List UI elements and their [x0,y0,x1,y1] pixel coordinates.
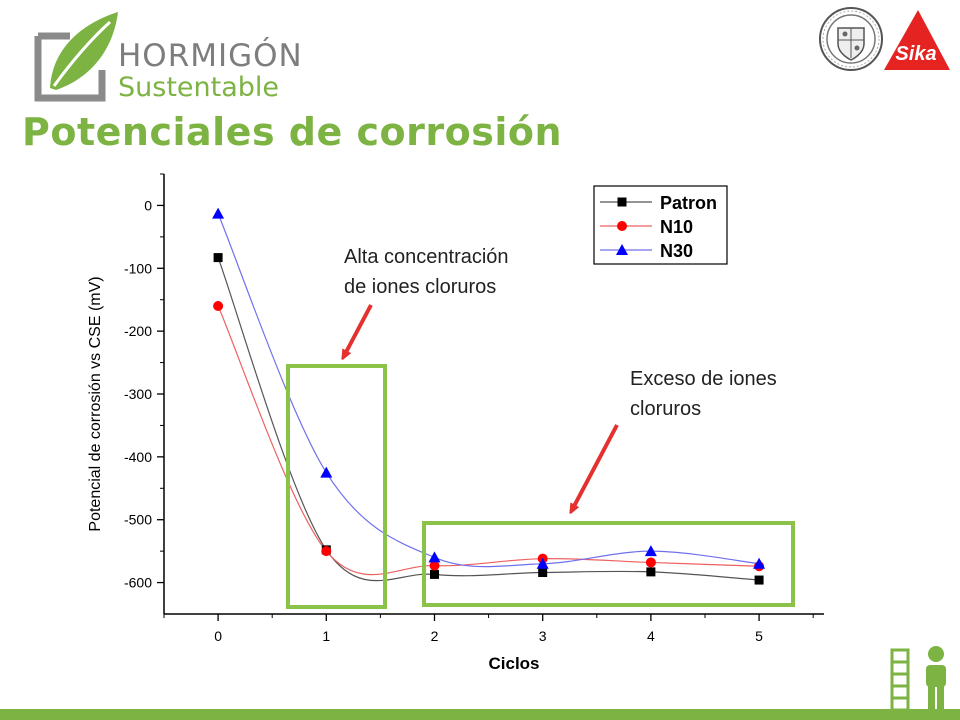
series-line-n10 [217,305,760,576]
annotation-1-line1: Alta concentración [344,246,509,268]
data-point-n30 [320,466,333,478]
data-point-n10 [321,546,332,557]
x-tick-label: 5 [755,628,763,644]
legend-marker-patron [617,197,627,207]
hormigon-sustentable-logo-icon [34,12,118,102]
legend-marker-n30 [616,244,628,255]
chart-markers [212,207,766,585]
data-point-n30 [428,551,441,563]
legend-frame [593,185,728,265]
y-tick-label: -600 [124,575,152,591]
y-tick-label: -100 [124,260,152,276]
data-point-patron [646,567,656,577]
data-point-n30 [536,557,549,569]
y-tick-label: 0 [144,197,152,213]
x-tick-label: 0 [214,628,222,644]
chart-axes: 0 -100 -200 -300 -400 -500 -600 0 1 2 3 4 5 [124,173,824,644]
slide-title: Potenciales de corrosión [22,110,563,154]
annotation-arrow-1 [344,304,373,356]
y-tick-label: -400 [124,449,152,465]
data-point-n30 [753,557,766,569]
footer-bar [0,709,960,720]
data-point-patron [429,569,439,579]
data-point-n30 [212,207,225,219]
y-tick-label: -300 [124,386,152,402]
x-axis-label: Ciclos [488,654,539,673]
annotation-arrow-2 [572,424,619,510]
sika-logo-text: Sika [895,43,936,65]
university-seal-icon [819,7,883,71]
legend-label-n30: N30 [660,241,693,261]
legend-label-n10: N10 [660,217,693,237]
building-person-icon [890,646,946,712]
brand-name-line1: HORMIGÓN [118,38,303,74]
data-point-n10 [645,557,656,568]
data-point-patron [754,575,764,585]
x-tick-label: 1 [322,628,330,644]
x-tick-label: 3 [539,628,547,644]
y-axis-label: Potencial de corrosión vs CSE (mV) [87,276,104,531]
brand-name-line2: Sustentable [118,72,280,103]
chart-legend: Patron N10 N30 [593,185,728,265]
data-point-patron [538,568,548,578]
data-point-n30 [644,545,657,557]
annotation-1-line2: de iones cloruros [344,276,496,298]
highlight-box-cycles-2-5 [422,521,795,607]
sika-logo-icon: Sika [884,10,950,70]
x-tick-label: 4 [647,628,655,644]
highlight-box-cycle-1 [286,364,387,609]
annotation-2-line2: cloruros [630,398,701,420]
data-point-n10 [429,560,440,571]
legend-marker-n10 [617,221,627,231]
y-tick-label: -200 [124,323,152,339]
y-tick-label: -500 [124,512,152,528]
x-tick-label: 2 [431,628,439,644]
data-point-n10 [213,301,224,311]
legend-label-patron: Patron [660,193,717,213]
annotation-2-line1: Exceso de iones [630,368,777,390]
data-point-patron [213,253,223,263]
